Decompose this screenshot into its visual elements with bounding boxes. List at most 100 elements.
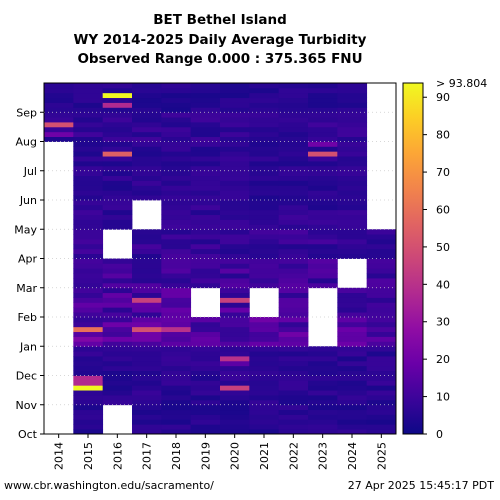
x-axis-years: 2014 2015 2016 2017 2018 2019 2020 2021 2022 2023… — [53, 434, 388, 470]
heatmap-strip — [132, 112, 162, 118]
heatmap-strip — [278, 175, 309, 181]
heatmap-strip — [220, 136, 250, 142]
heatmap-strip — [278, 200, 309, 206]
heatmap-strip — [220, 224, 250, 230]
heatmap-strip — [161, 92, 192, 99]
heatmap-strip — [308, 268, 338, 274]
heatmap-strip — [190, 170, 221, 177]
heatmap-strip — [102, 302, 133, 308]
heatmap-strip — [249, 321, 280, 328]
heatmap-strip — [337, 385, 368, 391]
heatmap-strip — [249, 102, 280, 108]
heatmap-strip — [73, 331, 104, 337]
heatmap-strip — [366, 243, 397, 250]
heatmap-strip — [102, 190, 133, 196]
heatmap-strip — [278, 356, 309, 362]
heatmap-strip — [278, 229, 309, 235]
heatmap-strip — [102, 97, 133, 103]
heatmap-strip — [308, 122, 338, 128]
heatmap-cell — [190, 317, 221, 347]
heatmap-cell — [249, 346, 280, 376]
heatmap-cell — [278, 229, 309, 259]
heatmap-strip — [132, 234, 162, 240]
heatmap-strip — [220, 351, 250, 357]
heatmap-strip — [337, 312, 368, 318]
heatmap-cell — [132, 112, 162, 142]
heatmap-strip — [337, 419, 368, 425]
heatmap-cell — [190, 229, 221, 259]
heatmap-cell — [132, 346, 162, 376]
heatmap-strip — [190, 331, 221, 337]
heatmap-cell — [73, 258, 104, 289]
heatmap-strip — [190, 117, 221, 123]
heatmap-strip — [102, 346, 133, 352]
y-tick-label: Sep — [16, 106, 37, 119]
heatmap-strip — [249, 317, 280, 323]
heatmap-strip — [278, 268, 309, 274]
heatmap-strip — [249, 151, 280, 157]
heatmap-strip — [220, 341, 250, 347]
heatmap-strip — [102, 146, 133, 152]
heatmap-strip — [73, 83, 104, 89]
footer-source: www.cbr.washington.edu/sacramento/ — [4, 479, 214, 492]
y-axis-months: Oct Nov Dec Jan Feb Mar Apr May Jun Jul Aug Sep — [14, 106, 44, 441]
heatmap-strip — [278, 282, 309, 289]
heatmap-strip — [337, 180, 368, 186]
heatmap-strip — [337, 83, 368, 89]
heatmap-strip — [132, 429, 162, 435]
heatmap-strip — [161, 165, 192, 172]
heatmap-cell — [161, 287, 192, 318]
heatmap-strip — [102, 175, 133, 181]
heatmap-strip — [161, 122, 192, 128]
heatmap-strip — [190, 131, 221, 138]
heatmap-strip — [190, 317, 221, 323]
heatmap-strip — [190, 190, 221, 196]
heatmap-strip — [278, 170, 309, 177]
heatmap-strip — [132, 419, 162, 425]
heatmap-strip — [366, 336, 397, 342]
heatmap-strip — [190, 92, 221, 99]
heatmap-strip — [308, 102, 338, 108]
heatmap-cell — [73, 141, 104, 172]
heatmap-cell — [278, 375, 309, 406]
heatmap-strip — [161, 282, 192, 289]
y-tick-label: Jan — [19, 340, 37, 353]
x-tick-label: 2025 — [375, 442, 388, 470]
heatmap-strip — [161, 175, 192, 181]
heatmap-strip — [337, 190, 368, 196]
heatmap-cell — [190, 141, 221, 172]
month-gridlines — [44, 111, 396, 406]
heatmap-strip — [161, 356, 192, 362]
heatmap-strip — [161, 102, 192, 108]
heatmap-strip — [102, 156, 133, 162]
heatmap-strip — [249, 97, 280, 103]
heatmap-strip — [44, 117, 74, 123]
heatmap-strip — [308, 248, 338, 255]
heatmap-cell — [190, 346, 221, 376]
heatmap-strip — [132, 175, 162, 181]
heatmap-strip — [278, 336, 309, 342]
heatmap-strip — [308, 385, 338, 391]
heatmap-cell — [366, 287, 397, 318]
heatmap-strip — [190, 390, 221, 396]
heatmap-strip — [366, 365, 397, 372]
heatmap-strip — [308, 229, 338, 235]
heatmap-strip — [190, 395, 221, 401]
heatmap-strip — [278, 258, 309, 264]
heatmap-strip — [278, 370, 309, 376]
heatmap-strip — [249, 414, 280, 420]
heatmap-strip — [220, 126, 250, 133]
heatmap-cell — [337, 317, 368, 347]
heatmap-strip — [337, 131, 368, 138]
heatmap-strip — [278, 278, 309, 284]
heatmap-cell — [190, 258, 221, 289]
heatmap-strip — [337, 229, 368, 235]
heatmap-strip — [132, 97, 162, 103]
heatmap-strip — [161, 273, 192, 279]
heatmap-strip — [337, 360, 368, 367]
heatmap-strip — [132, 278, 162, 284]
heatmap-strip — [102, 268, 133, 274]
heatmap-cell — [337, 346, 368, 376]
heatmap-strip — [102, 136, 133, 142]
heatmap-strip — [161, 336, 192, 342]
